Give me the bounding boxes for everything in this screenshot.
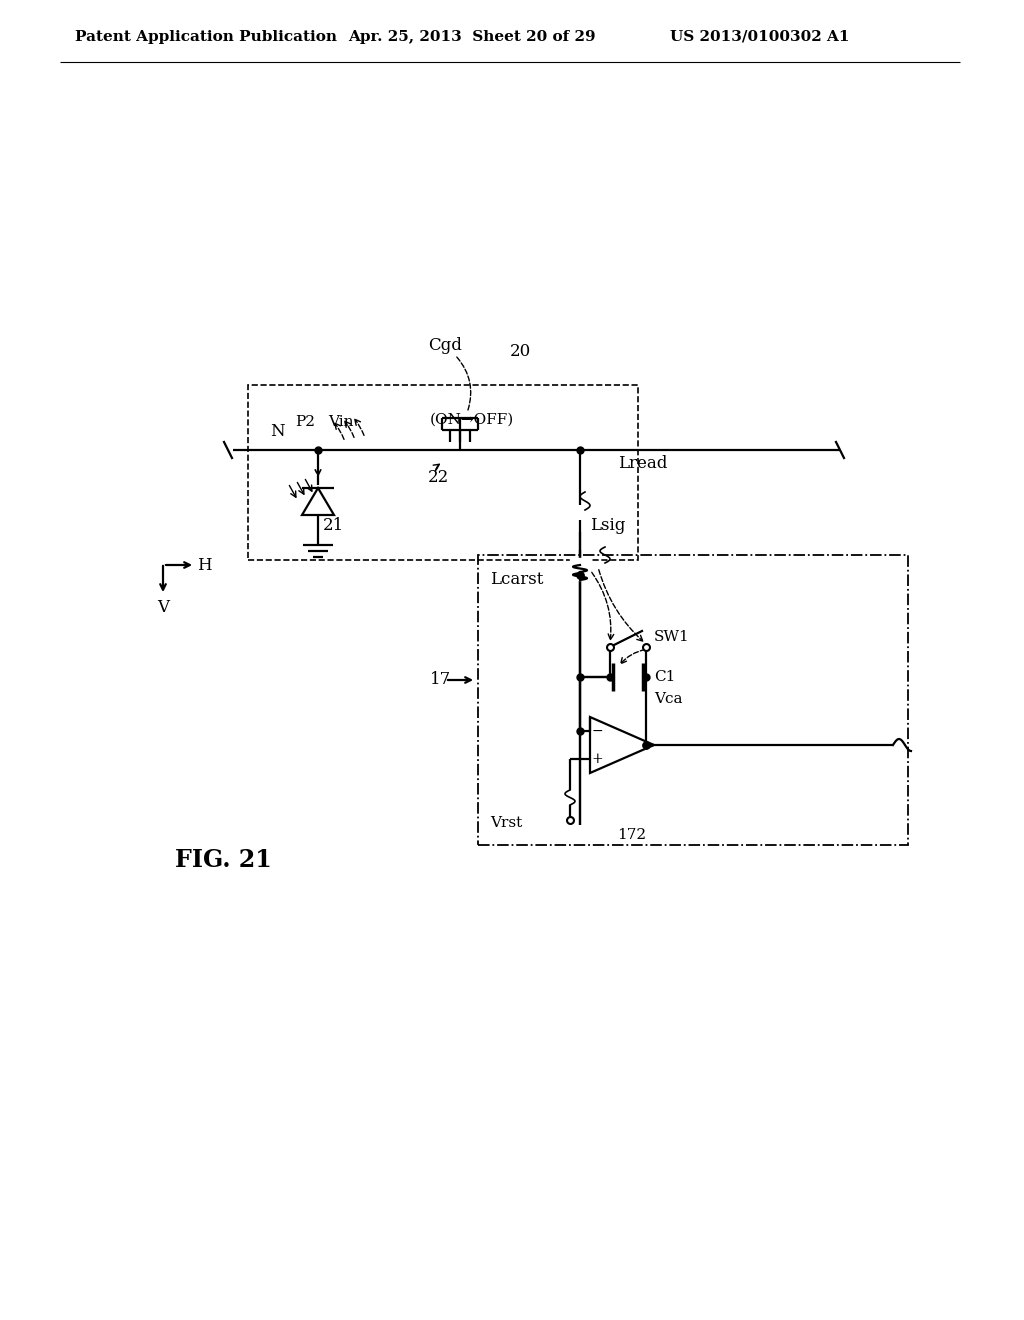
Text: Lread: Lread	[618, 455, 668, 473]
Text: Vrst: Vrst	[490, 816, 522, 830]
Text: Patent Application Publication: Patent Application Publication	[75, 30, 337, 44]
Text: V: V	[157, 598, 169, 615]
Text: 172: 172	[617, 828, 646, 842]
Text: +: +	[591, 752, 603, 766]
Text: 22: 22	[428, 470, 450, 487]
Text: (ON→OFF): (ON→OFF)	[430, 413, 514, 426]
Text: Apr. 25, 2013  Sheet 20 of 29: Apr. 25, 2013 Sheet 20 of 29	[348, 30, 596, 44]
Text: US 2013/0100302 A1: US 2013/0100302 A1	[670, 30, 850, 44]
Text: −: −	[591, 723, 603, 738]
Text: Lcarst: Lcarst	[490, 572, 544, 589]
Text: C1: C1	[654, 671, 676, 684]
Bar	[248, 385, 638, 560]
Text: 20: 20	[510, 343, 531, 360]
Text: 17: 17	[430, 672, 452, 689]
Text: Vin: Vin	[328, 414, 353, 429]
Text: Lsig: Lsig	[590, 516, 626, 533]
Text: P2: P2	[295, 414, 315, 429]
Text: Vca: Vca	[654, 692, 683, 706]
Text: N: N	[270, 424, 285, 441]
Text: H: H	[197, 557, 212, 573]
Text: FIG. 21: FIG. 21	[175, 847, 271, 873]
Text: Cgd: Cgd	[428, 338, 462, 355]
Text: SW1: SW1	[654, 630, 690, 644]
Text: 21: 21	[323, 516, 344, 533]
